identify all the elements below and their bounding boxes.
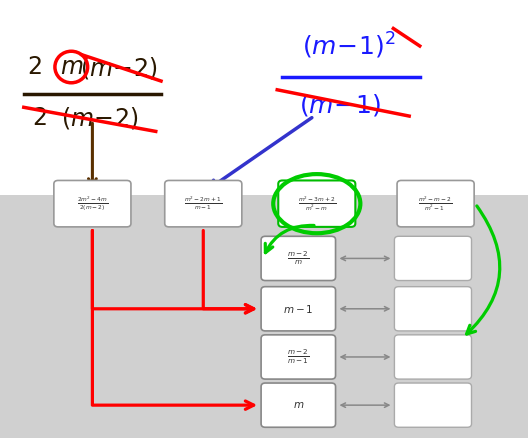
Text: $m-1$: $m-1$: [283, 303, 314, 315]
FancyBboxPatch shape: [54, 180, 131, 227]
Text: $m$: $m$: [293, 400, 304, 410]
FancyBboxPatch shape: [394, 335, 472, 379]
Text: $\frac{m-2}{m-1}$: $\frac{m-2}{m-1}$: [287, 348, 309, 366]
FancyArrowPatch shape: [92, 230, 253, 313]
Text: $\frac{m^2-3m+2}{m^2-m}$: $\frac{m^2-3m+2}{m^2-m}$: [298, 194, 336, 213]
FancyBboxPatch shape: [165, 180, 242, 227]
FancyBboxPatch shape: [261, 335, 336, 379]
FancyBboxPatch shape: [278, 180, 355, 227]
FancyBboxPatch shape: [394, 287, 472, 331]
Text: $(m\!-\!1)^2$: $(m\!-\!1)^2$: [301, 31, 395, 61]
Text: $\frac{m^2-m-2}{m^2-1}$: $\frac{m^2-m-2}{m^2-1}$: [418, 194, 453, 213]
Text: $2$: $2$: [27, 57, 42, 79]
FancyArrowPatch shape: [203, 230, 253, 313]
Text: $(m\!-\!2)$: $(m\!-\!2)$: [80, 55, 158, 81]
Text: $(m\!-\!1)$: $(m\!-\!1)$: [299, 92, 382, 118]
Text: $(m\!-\!2)$: $(m\!-\!2)$: [61, 105, 139, 131]
Text: $\frac{m^2-2m+1}{m-1}$: $\frac{m^2-2m+1}{m-1}$: [184, 195, 222, 212]
FancyBboxPatch shape: [397, 180, 474, 227]
Text: $\frac{2m^2-4m}{2(m-2)}$: $\frac{2m^2-4m}{2(m-2)}$: [77, 194, 108, 213]
FancyArrowPatch shape: [265, 226, 314, 253]
FancyBboxPatch shape: [394, 383, 472, 427]
Bar: [0, 195, 528, 438]
Text: $2$: $2$: [32, 107, 47, 130]
FancyBboxPatch shape: [261, 383, 336, 427]
FancyBboxPatch shape: [261, 287, 336, 331]
FancyArrowPatch shape: [467, 206, 500, 334]
FancyBboxPatch shape: [261, 237, 336, 281]
Bar: [0, 0, 528, 195]
FancyBboxPatch shape: [394, 237, 472, 281]
Text: $m$: $m$: [60, 57, 83, 79]
Text: $\frac{m-2}{m}$: $\frac{m-2}{m}$: [287, 250, 309, 267]
FancyArrowPatch shape: [92, 230, 253, 410]
